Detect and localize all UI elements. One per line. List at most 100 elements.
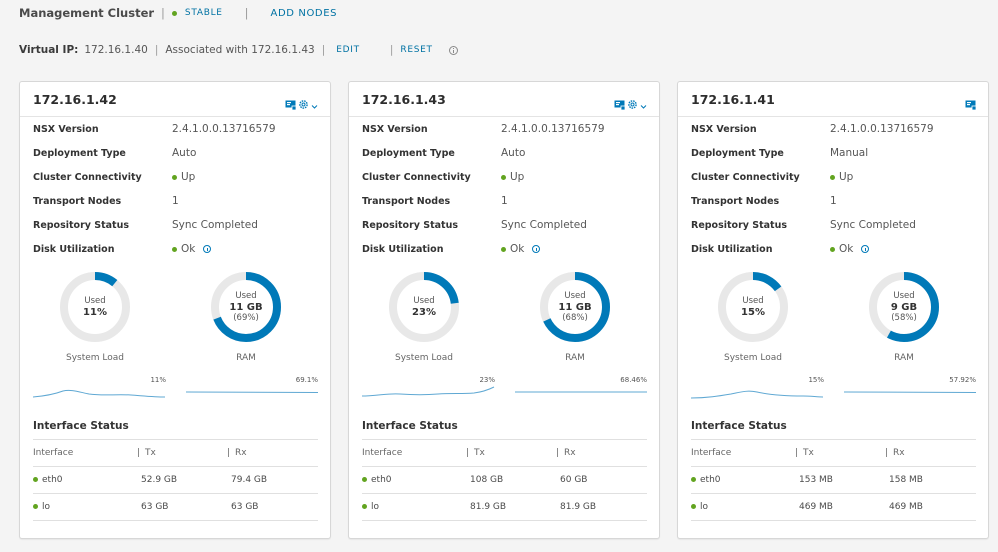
info-icon[interactable] bbox=[861, 245, 870, 253]
property-row: Transport Nodes 1 bbox=[33, 194, 318, 208]
ram-spark-label: 57.92% bbox=[949, 376, 976, 384]
cluster-title: Management Cluster bbox=[19, 6, 155, 20]
system-load-sparkline bbox=[362, 386, 495, 397]
col-rx: | Rx bbox=[556, 448, 576, 458]
property-value: 2.4.1.0.0.13716579 bbox=[172, 123, 276, 135]
property-label: Cluster Connectivity bbox=[33, 171, 142, 183]
ram-sparkline bbox=[515, 391, 647, 393]
property-value: Ok bbox=[172, 243, 212, 255]
property-row: Transport Nodes 1 bbox=[362, 194, 647, 208]
table-row: lo 63 GB 63 GB bbox=[33, 493, 318, 521]
property-value: Ok bbox=[501, 243, 541, 255]
property-value: Auto bbox=[501, 147, 526, 159]
interface-status-title: Interface Status bbox=[691, 420, 787, 432]
interface-name: eth0 bbox=[691, 475, 721, 485]
property-value: Up bbox=[172, 171, 195, 183]
system-load-caption: System Load bbox=[723, 353, 782, 363]
property-label: Disk Utilization bbox=[362, 243, 444, 255]
card-actions bbox=[614, 95, 647, 114]
add-nodes-button[interactable]: ADD NODES bbox=[270, 7, 338, 19]
col-rx: | Rx bbox=[227, 448, 247, 458]
system-load-donut: Used 15% bbox=[717, 271, 789, 343]
property-label: Cluster Connectivity bbox=[362, 171, 471, 183]
virtual-ip-value: 172.16.1.40 bbox=[84, 44, 148, 56]
table-header: Interface | Tx | Rx bbox=[33, 439, 318, 466]
property-value: Sync Completed bbox=[501, 219, 587, 231]
edit-vip-button[interactable]: EDIT bbox=[336, 45, 360, 55]
info-icon[interactable] bbox=[448, 45, 458, 55]
display-icon[interactable] bbox=[965, 95, 977, 114]
property-label: Transport Nodes bbox=[362, 195, 451, 207]
status-dot-icon bbox=[172, 246, 177, 252]
property-value: 1 bbox=[830, 195, 837, 207]
donut-arc bbox=[211, 272, 281, 342]
col-interface: Interface bbox=[691, 448, 732, 458]
table-row: eth0 108 GB 60 GB bbox=[362, 466, 647, 493]
table-header: Interface | Tx | Rx bbox=[691, 439, 976, 466]
property-row: Cluster Connectivity Up bbox=[691, 170, 976, 184]
interface-tx: 469 MB bbox=[799, 502, 833, 512]
property-value: Up bbox=[830, 171, 853, 183]
property-row: Deployment Type Auto bbox=[362, 146, 647, 160]
property-label: Deployment Type bbox=[362, 147, 455, 159]
donut-arc bbox=[60, 272, 130, 342]
interface-table: Interface | Tx | Rx eth0 108 GB 60 GB lo 81.9 GB 8… bbox=[362, 439, 647, 521]
interface-rx: 63 GB bbox=[231, 502, 259, 512]
ram-spark-label: 68.46% bbox=[620, 376, 647, 384]
status-dot-icon bbox=[501, 246, 506, 252]
ram-caption: RAM bbox=[236, 353, 256, 363]
display-icon[interactable] bbox=[614, 95, 626, 114]
interface-rx: 81.9 GB bbox=[560, 502, 597, 512]
property-label: Deployment Type bbox=[33, 147, 126, 159]
property-label: Disk Utilization bbox=[33, 243, 115, 255]
interface-name: eth0 bbox=[362, 475, 392, 485]
system-load-spark-label: 11% bbox=[150, 376, 166, 384]
info-icon[interactable] bbox=[532, 245, 541, 253]
property-label: Repository Status bbox=[362, 219, 459, 231]
display-icon[interactable] bbox=[285, 95, 297, 114]
chevron-down-icon[interactable] bbox=[311, 95, 318, 114]
property-row: NSX Version 2.4.1.0.0.13716579 bbox=[33, 122, 318, 136]
property-label: NSX Version bbox=[33, 123, 99, 135]
interface-tx: 63 GB bbox=[141, 502, 169, 512]
interface-tx: 81.9 GB bbox=[470, 502, 507, 512]
status-dot-icon bbox=[830, 174, 835, 180]
divider: | bbox=[154, 44, 159, 56]
interface-status-title: Interface Status bbox=[362, 420, 458, 432]
reset-vip-button[interactable]: RESET bbox=[400, 45, 433, 55]
property-value: Sync Completed bbox=[830, 219, 916, 231]
property-row: Disk Utilization Ok bbox=[691, 242, 976, 256]
property-row: Deployment Type Auto bbox=[33, 146, 318, 160]
system-load-caption: System Load bbox=[65, 353, 124, 363]
node-ip-title: 172.16.1.42 bbox=[33, 92, 117, 107]
property-row: Cluster Connectivity Up bbox=[362, 170, 647, 184]
gear-icon[interactable] bbox=[298, 95, 309, 114]
property-value: Auto bbox=[172, 147, 197, 159]
chevron-down-icon[interactable] bbox=[640, 95, 647, 114]
col-tx: | Tx bbox=[466, 448, 485, 458]
interface-status-title: Interface Status bbox=[33, 420, 129, 432]
status-dot-icon bbox=[171, 10, 177, 16]
interface-name: eth0 bbox=[33, 475, 63, 485]
property-value: Sync Completed bbox=[172, 219, 258, 231]
divider bbox=[349, 116, 659, 117]
interface-tx: 108 GB bbox=[470, 475, 504, 485]
property-row: Disk Utilization Ok bbox=[33, 242, 318, 256]
info-icon[interactable] bbox=[203, 245, 212, 253]
gear-icon[interactable] bbox=[627, 95, 638, 114]
node-card: 172.16.1.43 NSX Version 2.4.1.0.0.13716579… bbox=[348, 81, 660, 539]
table-row: eth0 153 MB 158 MB bbox=[691, 466, 976, 493]
property-label: Repository Status bbox=[33, 219, 130, 231]
divider bbox=[20, 116, 330, 117]
interface-table: Interface | Tx | Rx eth0 52.9 GB 79.4 GB lo 63 GB… bbox=[33, 439, 318, 521]
property-label: Repository Status bbox=[691, 219, 788, 231]
system-load-spark-label: 23% bbox=[479, 376, 495, 384]
property-label: Transport Nodes bbox=[33, 195, 122, 207]
divider: | bbox=[321, 44, 326, 56]
property-label: Deployment Type bbox=[691, 147, 784, 159]
ram-caption: RAM bbox=[565, 353, 585, 363]
property-row: NSX Version 2.4.1.0.0.13716579 bbox=[691, 122, 976, 136]
ram-sparkline bbox=[186, 391, 319, 393]
interface-rx: 158 MB bbox=[889, 475, 923, 485]
system-load-spark-label: 15% bbox=[808, 376, 824, 384]
